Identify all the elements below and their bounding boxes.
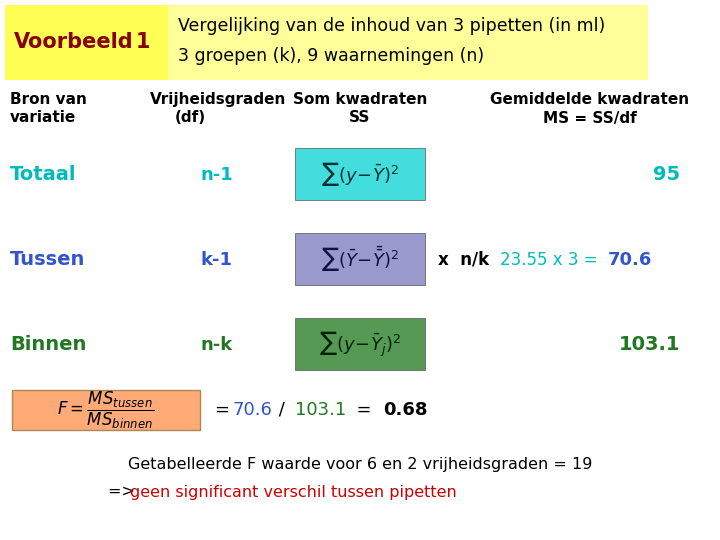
Text: 3 groepen (k), 9 waarnemingen (n): 3 groepen (k), 9 waarnemingen (n) [178, 47, 484, 65]
Text: Getabelleerde F waarde voor 6 en 2 vrijheidsgraden = 19: Getabelleerde F waarde voor 6 en 2 vrijh… [128, 457, 592, 472]
Text: =: = [345, 401, 377, 419]
Text: $\sum(y\!-\!\bar{Y}_j)^2$: $\sum(y\!-\!\bar{Y}_j)^2$ [319, 329, 401, 359]
Text: Voorbeeld: Voorbeeld [14, 32, 134, 52]
Text: variatie: variatie [10, 111, 76, 125]
Text: SS: SS [349, 111, 371, 125]
Text: 95: 95 [653, 165, 680, 185]
Text: 0.68: 0.68 [383, 401, 428, 419]
Text: 70.6: 70.6 [233, 401, 273, 419]
Text: Vergelijking van de inhoud van 3 pipetten (in ml): Vergelijking van de inhoud van 3 pipette… [178, 17, 606, 35]
Text: geen significant verschil tussen pipetten: geen significant verschil tussen pipette… [130, 484, 456, 500]
Text: (df): (df) [175, 111, 206, 125]
Text: k-1: k-1 [200, 251, 232, 269]
Text: Vrijheidsgraden: Vrijheidsgraden [150, 92, 287, 107]
Text: /: / [273, 401, 291, 419]
Text: Gemiddelde kwadraten: Gemiddelde kwadraten [490, 92, 690, 107]
Text: n-1: n-1 [200, 166, 233, 184]
Bar [168, 5, 648, 80]
Text: 1: 1 [136, 32, 150, 52]
Text: Tussen: Tussen [10, 251, 86, 269]
Bar [295, 318, 425, 370]
Text: x  n/k: x n/k [438, 251, 489, 269]
Bar [12, 390, 200, 430]
Text: Totaal: Totaal [10, 165, 76, 185]
Text: MS = SS/df: MS = SS/df [543, 111, 637, 125]
Text: 103.1: 103.1 [618, 335, 680, 354]
Text: $\sum(\bar{Y}\!-\!\bar{\bar{Y}})^2$: $\sum(\bar{Y}\!-\!\bar{\bar{Y}})^2$ [321, 245, 399, 274]
Bar [5, 5, 168, 80]
Text: =: = [215, 401, 235, 419]
Text: Binnen: Binnen [10, 335, 86, 354]
Text: n-k: n-k [200, 336, 233, 354]
Text: Som kwadraten: Som kwadraten [293, 92, 427, 107]
Text: $F = \dfrac{MS_{tussen}}{MS_{binnen}}$: $F = \dfrac{MS_{tussen}}{MS_{binnen}}$ [58, 389, 155, 430]
Text: =>: => [108, 484, 140, 500]
Text: 23.55 x 3 =: 23.55 x 3 = [500, 251, 603, 269]
Bar [295, 148, 425, 200]
Text: 103.1: 103.1 [295, 401, 346, 419]
Bar [295, 233, 425, 285]
Text: Bron van: Bron van [10, 92, 87, 107]
Text: $\sum(y\!-\!\bar{Y})^2$: $\sum(y\!-\!\bar{Y})^2$ [321, 160, 399, 188]
Text: 70.6: 70.6 [608, 251, 652, 269]
